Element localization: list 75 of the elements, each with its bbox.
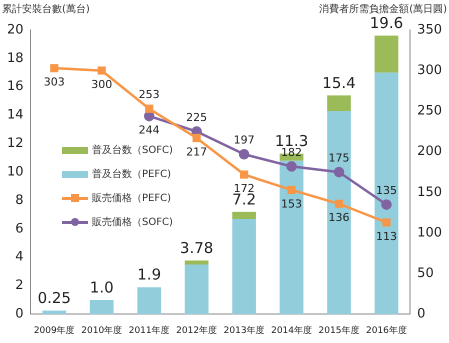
- point: [287, 186, 296, 194]
- y2-tick-label: 250: [417, 104, 442, 119]
- bar: [374, 36, 398, 73]
- y-tick-label: 16: [6, 79, 24, 94]
- data-label: 153: [281, 197, 302, 210]
- bar: [327, 110, 351, 314]
- y-tick-label: 8: [15, 192, 24, 208]
- point: [50, 64, 58, 72]
- bar: [327, 95, 351, 111]
- bar: [42, 310, 66, 314]
- total-label: 3.78: [180, 238, 214, 257]
- y2-tick-label: 150: [417, 184, 442, 200]
- data-label: 244: [138, 123, 160, 136]
- data-label: 175: [328, 151, 350, 164]
- bar: [137, 287, 162, 314]
- bar: [232, 218, 256, 314]
- data-label: 225: [186, 110, 208, 124]
- legend-label: 普及台数（SOFC): [92, 144, 173, 157]
- bar: [374, 72, 398, 314]
- total-label: 0.25: [38, 289, 71, 308]
- data-label: 300: [91, 78, 112, 91]
- data-label: 253: [138, 88, 160, 102]
- y-tick-label: 2: [15, 278, 24, 294]
- point: [381, 199, 392, 210]
- data-label: 197: [234, 134, 255, 147]
- data-label: 135: [376, 184, 397, 197]
- x-tick-label: 2010年度: [81, 324, 122, 336]
- point: [382, 218, 391, 227]
- total-label: 19.6: [370, 14, 404, 32]
- y2-tick-label: 200: [417, 144, 442, 160]
- bar: [184, 264, 208, 314]
- data-label: 217: [186, 145, 208, 158]
- y-tick-label: 20: [6, 22, 24, 38]
- data-label: 113: [376, 230, 397, 243]
- x-tick-label: 2011年度: [128, 324, 170, 336]
- y2-tick-label: 100: [417, 225, 442, 240]
- bar: [90, 300, 114, 314]
- y2-axis-title: 消費者所需負擔金額(萬日圓): [319, 2, 447, 16]
- point: [334, 200, 344, 208]
- bar: [232, 212, 256, 219]
- y2-tick-label: 50: [417, 266, 434, 281]
- point: [145, 104, 154, 113]
- y-tick-label: 10: [6, 164, 24, 180]
- total-label: 1.9: [137, 266, 162, 284]
- x-tick-label: 2016年度: [366, 324, 407, 336]
- x-tick-label: 2014年度: [271, 324, 312, 336]
- point: [240, 170, 248, 179]
- y-tick-label: 4: [15, 250, 24, 265]
- x-tick-label: 2012年度: [176, 324, 218, 336]
- x-tick-label: 2009年度: [34, 324, 75, 336]
- y-tick-label: 0: [15, 306, 24, 322]
- legend-label: 販売価格（SOFC): [92, 216, 173, 229]
- data-label: 303: [44, 76, 65, 89]
- x-tick-label: 2015年度: [318, 324, 360, 336]
- bar: [184, 260, 208, 264]
- y-tick-label: 12: [6, 136, 24, 152]
- y-axis-title: 累計安裝台數(萬台): [2, 2, 90, 16]
- point: [238, 148, 250, 160]
- y-tick-label: 18: [6, 50, 24, 66]
- total-label: 1.0: [90, 278, 114, 296]
- total-label: 15.4: [322, 74, 356, 92]
- legend-label: 販売価格（PEFC): [92, 192, 171, 205]
- y-tick-label: 14: [6, 108, 24, 123]
- bar: [280, 160, 304, 314]
- data-label: 136: [328, 211, 350, 224]
- y-tick-label: 6: [15, 221, 24, 236]
- point: [286, 161, 297, 172]
- legend-label: 普及台数（PEFC): [92, 168, 171, 181]
- x-tick-label: 2013年度: [224, 324, 265, 336]
- point: [98, 66, 106, 75]
- y2-tick-label: 300: [417, 62, 442, 78]
- y2-tick-label: 350: [417, 22, 442, 38]
- point: [334, 166, 344, 178]
- point: [192, 134, 201, 142]
- y2-tick-label: 0: [417, 306, 426, 322]
